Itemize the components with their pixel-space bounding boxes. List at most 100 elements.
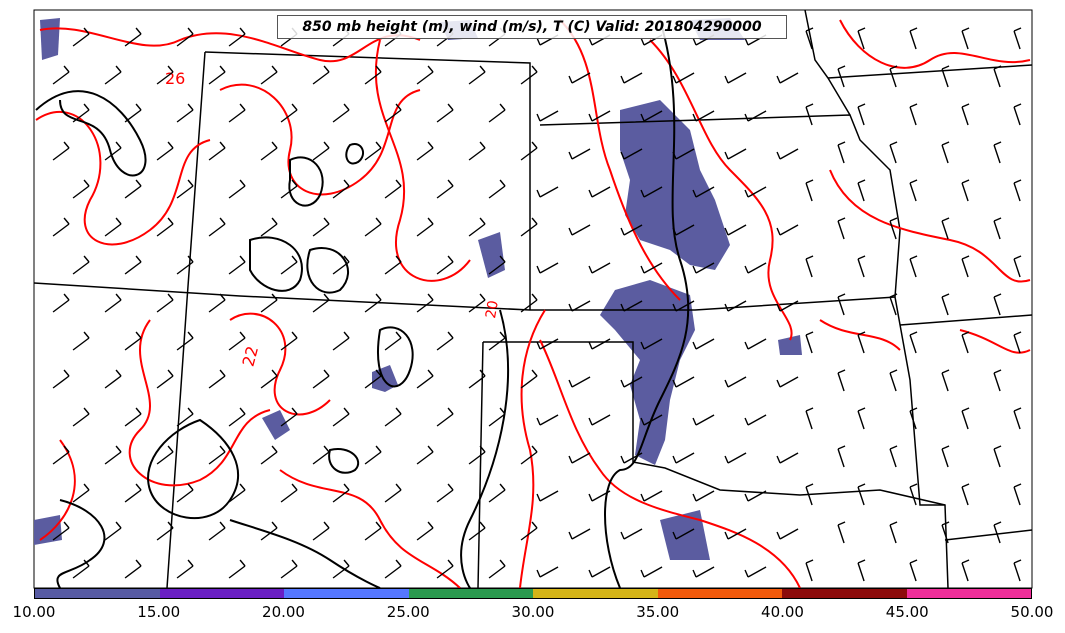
wind-barb (640, 262, 663, 274)
wind-barb (436, 255, 454, 275)
wind-barb (692, 414, 715, 426)
wind-barb (837, 217, 846, 240)
wind-barb (837, 445, 846, 468)
colorbar-tick-label: 35.00 (636, 603, 680, 621)
wind-barb (124, 27, 142, 47)
wind-barb (156, 521, 174, 541)
wind-barb (961, 483, 970, 506)
wind-barb (640, 490, 663, 502)
wind-barb (536, 262, 559, 274)
wind-barb (312, 217, 330, 237)
wind-barb (941, 217, 950, 240)
temperature-contours (35, 19, 1031, 589)
wind-barb (672, 300, 695, 312)
wind-barb (208, 217, 226, 237)
wind-barb (672, 148, 695, 160)
colorbar-tick-label: 25.00 (386, 603, 430, 621)
wind-barb (260, 217, 278, 237)
wind-barb (941, 369, 950, 392)
wind-barb (692, 262, 715, 274)
wind-barb (416, 65, 434, 85)
wind-barb (228, 103, 246, 123)
wind-barb (52, 141, 70, 161)
wind-barb (332, 255, 350, 275)
colorbar-segment (408, 589, 533, 598)
wind-barb (776, 72, 799, 84)
wind-barb (536, 338, 559, 350)
colorbar-tick-label: 20.00 (262, 603, 305, 621)
wind-barb (416, 293, 434, 313)
wind-barb (52, 369, 70, 389)
wind-barb (124, 103, 142, 123)
wind-barb (332, 331, 350, 351)
wind-barb (104, 141, 122, 161)
wind-barb (640, 186, 663, 198)
wind-barb (620, 224, 643, 236)
wind-barb (208, 445, 226, 465)
wind-barb (124, 483, 142, 503)
wind-barb (176, 331, 194, 351)
state-borders (33, 9, 1033, 589)
wind-barb (568, 224, 591, 236)
wind-barb (436, 103, 454, 123)
wind-barb (672, 528, 695, 540)
wind-barb (384, 407, 402, 427)
wind-barb (961, 255, 970, 278)
wind-barb (805, 407, 814, 430)
wind-barb (312, 445, 330, 465)
wind-barb (805, 255, 814, 278)
wind-barb (744, 414, 767, 426)
wind-barb (889, 369, 898, 392)
wind-barb (1013, 559, 1022, 582)
wind-barb (993, 521, 1002, 544)
wind-barb (124, 179, 142, 199)
wind-barb (520, 141, 538, 161)
wind-barb (536, 490, 559, 502)
colorbar-tick-label: 10.00 (12, 603, 56, 621)
colorbar-tick-label: 45.00 (885, 603, 929, 621)
wind-barb (104, 293, 122, 313)
wind-barb (280, 255, 298, 275)
wind-barb (228, 255, 246, 275)
wind-barb (488, 179, 506, 199)
wind-barb (156, 445, 174, 465)
wind-barb (672, 224, 695, 236)
wind-barb (416, 445, 434, 465)
wind-barb (72, 407, 90, 427)
wind-barb (672, 452, 695, 464)
wind-barb (384, 179, 402, 199)
wind-barb (436, 483, 454, 503)
wind-barb (156, 141, 174, 161)
wind-barb (776, 452, 799, 464)
wind-barb (52, 445, 70, 465)
wind-barb (620, 148, 643, 160)
wind-barb (228, 483, 246, 503)
wind-barb (156, 293, 174, 313)
wind-barb (909, 103, 918, 126)
wind-barb (805, 103, 814, 126)
wind-barb (436, 407, 454, 427)
wind-barb (124, 559, 142, 579)
wind-barb (364, 293, 382, 313)
wind-barb (724, 72, 747, 84)
wind-barb (488, 255, 506, 275)
colorbar-tick-label: 15.00 (137, 603, 181, 621)
wind-barb (993, 445, 1002, 468)
wind-barb (805, 483, 814, 506)
wind-barb (909, 179, 918, 202)
colorbar-tick-label: 40.00 (761, 603, 804, 621)
wind-barb (332, 103, 350, 123)
wind-barb (857, 103, 866, 126)
wind-barb (468, 445, 486, 465)
wind-barb (156, 217, 174, 237)
wind-barb (837, 293, 846, 316)
wind-barb (364, 217, 382, 237)
wind-barb (857, 255, 866, 278)
wind-barb (536, 414, 559, 426)
wind-barb (332, 407, 350, 427)
wind-barb (436, 559, 454, 579)
wind-barb (260, 293, 278, 313)
wind-barb (837, 141, 846, 164)
colorbar-segment (533, 589, 658, 598)
